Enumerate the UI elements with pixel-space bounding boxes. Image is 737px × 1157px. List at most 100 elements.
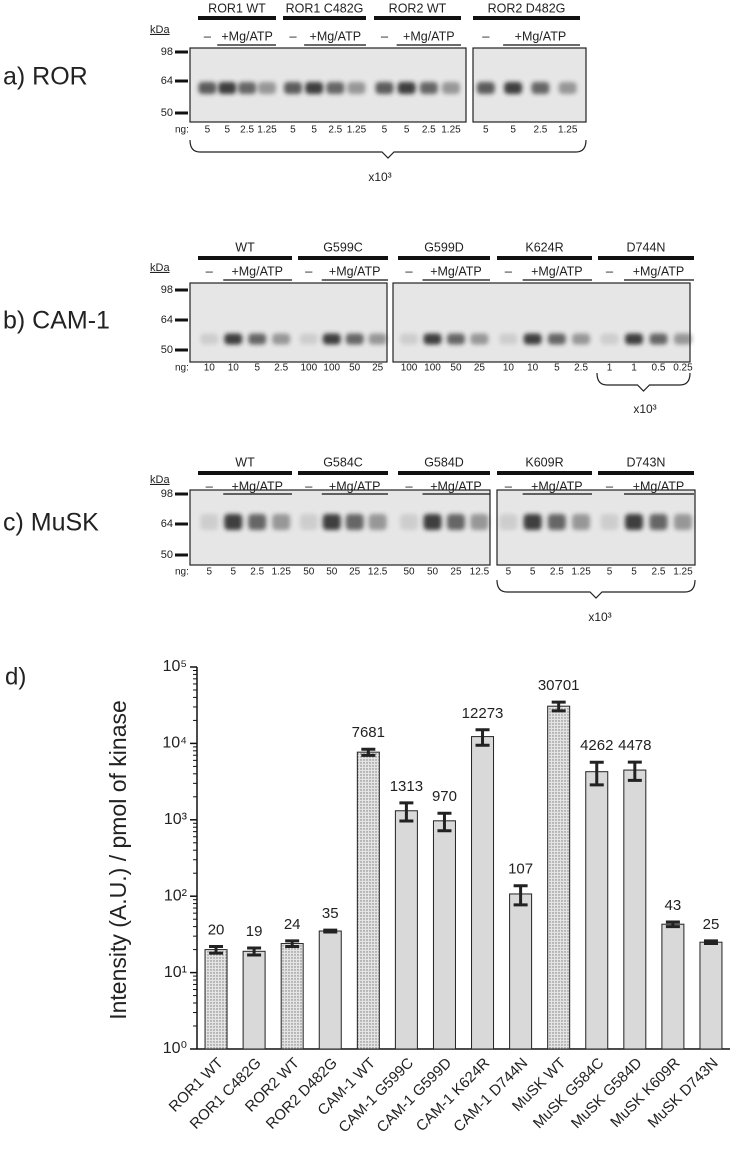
minus-label: – [482, 28, 490, 43]
ng-label: 5 [483, 125, 489, 136]
plus-label: +Mg/ATP [633, 479, 685, 493]
ng-label: 5 [311, 125, 317, 136]
plus-label: +Mg/ATP [633, 264, 685, 278]
ng-label: 2.5 [422, 125, 436, 136]
band [400, 333, 419, 345]
band [345, 514, 364, 530]
data-label: 43 [665, 897, 682, 914]
band [198, 82, 217, 94]
ng-label: 1 [631, 363, 637, 374]
error-bar [247, 946, 262, 957]
data-label: 20 [208, 921, 225, 938]
band [673, 333, 692, 345]
error-bar [551, 700, 566, 713]
ng-label: 2.5 [274, 363, 288, 374]
ng-label: 100 [424, 363, 441, 374]
band [200, 333, 219, 345]
group-name: D744N [627, 240, 666, 254]
bar [699, 941, 723, 1050]
bar [432, 820, 456, 1050]
marker-label: 64 [161, 314, 173, 326]
marker-label: 98 [161, 284, 173, 296]
brace [189, 139, 587, 159]
ng-label: 5 [510, 125, 516, 136]
data-label: 4478 [618, 737, 651, 754]
band [441, 82, 460, 94]
data-label: 19 [246, 923, 263, 940]
band [283, 82, 302, 94]
band [523, 514, 542, 530]
ng-label: 1.25 [571, 567, 591, 578]
band [600, 514, 619, 530]
band [558, 82, 577, 94]
minus-label: – [305, 263, 313, 278]
kda-label: kDa [150, 474, 170, 486]
bar [585, 771, 609, 1050]
group-name: ROR1 C482G [286, 1, 364, 15]
band [397, 82, 416, 94]
panel-label: c) MuSK [3, 509, 99, 537]
band [345, 333, 364, 345]
ng-label: 50 [349, 363, 361, 374]
ng-label: 25 [450, 567, 462, 578]
multiplier: x10³ [633, 402, 656, 416]
ng-label: 1.25 [271, 567, 291, 578]
ng-label: 10 [503, 363, 515, 374]
minus-label: – [606, 263, 614, 278]
ng-label: 2.5 [328, 125, 342, 136]
panel-label: d) [5, 663, 26, 690]
ng-label: 5 [230, 567, 236, 578]
minus-label: – [289, 28, 297, 43]
ng-label: 1.25 [673, 567, 693, 578]
ng-label: 5 [631, 567, 637, 578]
brace [596, 372, 691, 392]
ng-label: 5 [382, 125, 388, 136]
data-label: 1313 [390, 778, 423, 795]
group-name: D743N [627, 455, 666, 469]
y-tick-label: 10¹ [164, 964, 187, 981]
ng-label: 5 [530, 567, 536, 578]
band [258, 82, 277, 94]
band [547, 514, 566, 530]
ng-label: 25 [349, 567, 361, 578]
minus-label: – [206, 478, 214, 493]
band [272, 514, 291, 530]
band [419, 82, 438, 94]
data-label: 107 [508, 861, 533, 878]
group-name: K624R [525, 240, 563, 254]
blot [392, 282, 691, 363]
band [649, 333, 668, 345]
data-label: 30701 [538, 677, 580, 694]
ng-label: 5 [554, 363, 560, 374]
band [248, 333, 267, 345]
data-label: 35 [322, 905, 339, 922]
minus-label: – [305, 478, 313, 493]
error-bar [437, 811, 452, 833]
y-tick-label: 10³ [164, 811, 188, 828]
y-tick-label: 10⁴ [162, 735, 187, 752]
ng-label: 50 [450, 363, 462, 374]
band [322, 333, 341, 345]
band [326, 82, 345, 94]
minus-label: – [405, 478, 413, 493]
ng-prefix: ng: [175, 363, 189, 374]
blot [189, 282, 388, 363]
brace [496, 579, 696, 599]
marker-label: 98 [161, 46, 173, 58]
ng-label: 1.25 [558, 125, 578, 136]
plus-label: +Mg/ATP [231, 479, 283, 493]
multiplier: x10³ [588, 610, 611, 624]
ng-label: 0.5 [652, 363, 666, 374]
band [531, 82, 550, 94]
plus-label: +Mg/ATP [231, 264, 283, 278]
band [625, 514, 643, 530]
panel-label: a) ROR [3, 63, 88, 91]
bar [356, 751, 380, 1050]
bar [661, 923, 685, 1050]
ng-label: 12.5 [470, 567, 490, 578]
y-tick-label: 10⁰ [163, 1040, 187, 1057]
data-label: 12273 [462, 705, 504, 722]
plus-label: +Mg/ATP [310, 29, 362, 43]
band [322, 514, 341, 530]
